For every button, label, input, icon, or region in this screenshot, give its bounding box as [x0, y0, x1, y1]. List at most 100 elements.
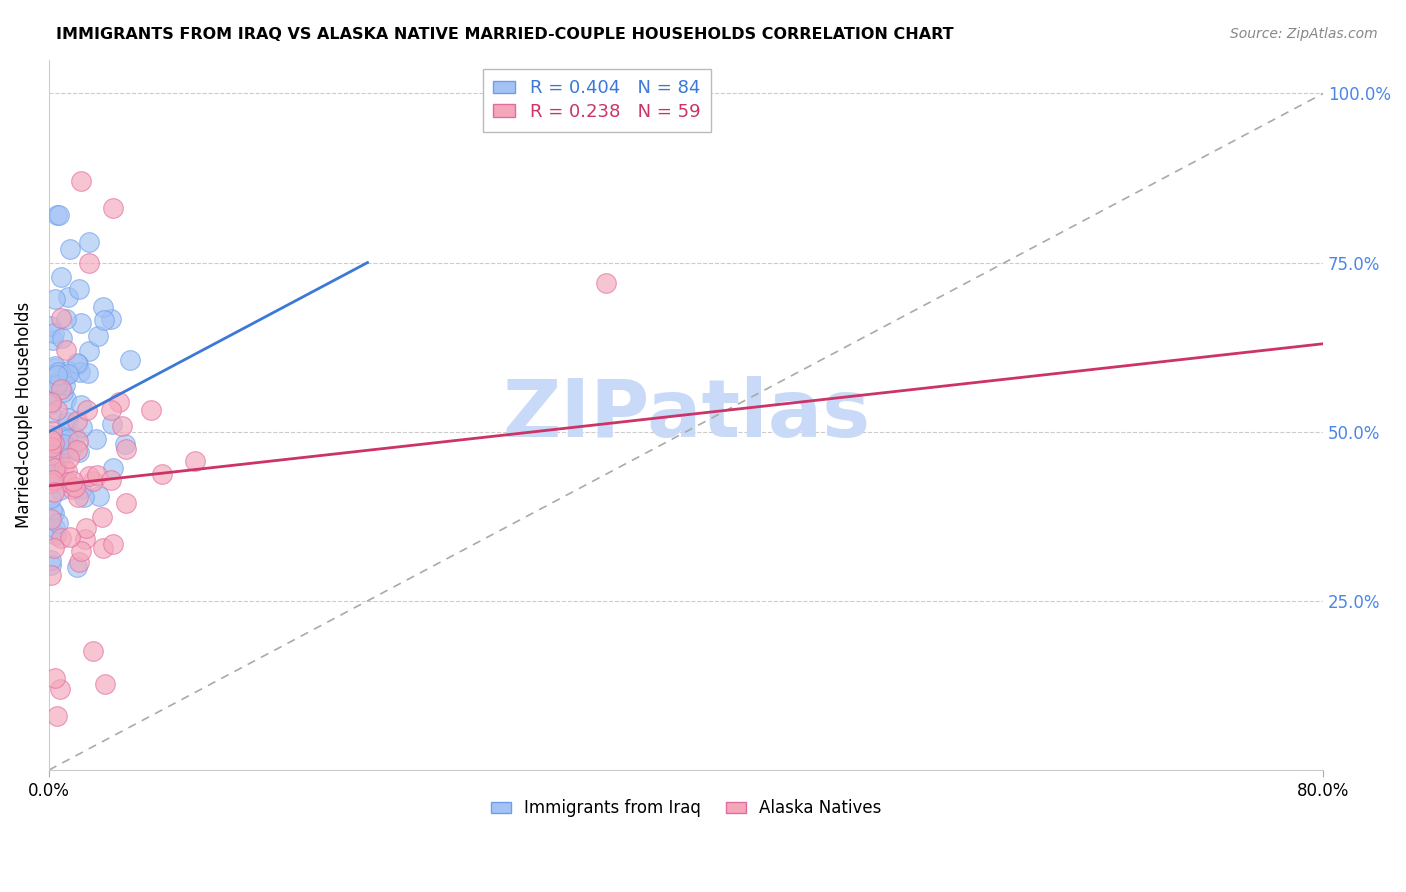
Point	[39, 476, 62, 491]
Point	[66, 357, 89, 371]
Point	[41, 502, 63, 516]
Point	[70, 397, 93, 411]
Point	[55, 440, 77, 454]
Point	[183, 453, 205, 467]
Point	[44, 672, 66, 686]
Point	[42, 461, 65, 475]
Point	[42, 333, 65, 347]
Point	[41, 394, 63, 409]
Point	[77, 255, 100, 269]
Point	[44, 435, 66, 450]
Point	[114, 437, 136, 451]
Point	[58, 450, 80, 465]
Point	[63, 480, 86, 494]
Point	[56, 290, 79, 304]
Point	[63, 430, 86, 444]
Point	[67, 445, 90, 459]
Point	[46, 368, 69, 382]
Point	[56, 475, 79, 490]
Point	[87, 489, 110, 503]
Point	[114, 496, 136, 510]
Point	[39, 472, 62, 486]
Point	[70, 543, 93, 558]
Point	[91, 300, 114, 314]
Point	[66, 490, 89, 504]
Text: Source: ZipAtlas.com: Source: ZipAtlas.com	[1230, 27, 1378, 41]
Point	[65, 442, 87, 457]
Point	[66, 560, 89, 574]
Point	[56, 411, 79, 425]
Point	[42, 506, 65, 520]
Y-axis label: Married-couple Households: Married-couple Households	[15, 301, 32, 528]
Point	[45, 208, 67, 222]
Point	[51, 431, 73, 445]
Point	[66, 356, 89, 370]
Point	[59, 530, 82, 544]
Point	[46, 365, 69, 379]
Point	[39, 512, 62, 526]
Point	[55, 368, 77, 383]
Point	[41, 466, 63, 480]
Point	[114, 442, 136, 457]
Point	[44, 326, 66, 341]
Point	[87, 328, 110, 343]
Point	[75, 521, 97, 535]
Text: ZIPatlas: ZIPatlas	[502, 376, 870, 454]
Point	[39, 552, 62, 566]
Point	[73, 490, 96, 504]
Point	[52, 368, 75, 383]
Point	[77, 235, 100, 250]
Point	[59, 242, 82, 256]
Point	[58, 432, 80, 446]
Point	[101, 202, 124, 216]
Point	[53, 377, 76, 392]
Legend: Immigrants from Iraq, Alaska Natives: Immigrants from Iraq, Alaska Natives	[482, 791, 890, 826]
Point	[139, 403, 162, 417]
Point	[39, 491, 62, 505]
Point	[56, 415, 79, 429]
Point	[53, 441, 76, 455]
Point	[51, 331, 73, 345]
Point	[66, 414, 89, 428]
Point	[45, 709, 67, 723]
Point	[45, 527, 67, 541]
Point	[44, 292, 66, 306]
Point	[101, 417, 124, 431]
Point	[49, 681, 72, 696]
Point	[39, 447, 62, 461]
Point	[79, 343, 101, 358]
Point	[70, 317, 93, 331]
Point	[44, 521, 66, 535]
Point	[49, 483, 72, 498]
Point	[39, 318, 62, 333]
Point	[82, 644, 104, 658]
Point	[67, 282, 90, 296]
Point	[39, 568, 62, 582]
Point	[69, 174, 91, 188]
Point	[44, 361, 66, 376]
Point	[93, 313, 115, 327]
Point	[93, 541, 115, 556]
Point	[77, 366, 100, 380]
Point	[86, 467, 108, 482]
Point	[55, 464, 77, 478]
Point	[52, 385, 75, 400]
Point	[51, 310, 73, 325]
Point	[90, 509, 112, 524]
Point	[46, 377, 69, 392]
Point	[60, 442, 83, 456]
Point	[595, 276, 617, 290]
Point	[41, 433, 63, 447]
Point	[118, 352, 141, 367]
Point	[73, 532, 96, 546]
Point	[48, 208, 70, 222]
Point	[48, 451, 70, 466]
Point	[53, 459, 76, 474]
Point	[62, 475, 84, 489]
Point	[60, 482, 83, 496]
Point	[58, 367, 80, 381]
Point	[67, 555, 90, 569]
Point	[84, 432, 107, 446]
Point	[39, 448, 62, 462]
Point	[45, 434, 67, 448]
